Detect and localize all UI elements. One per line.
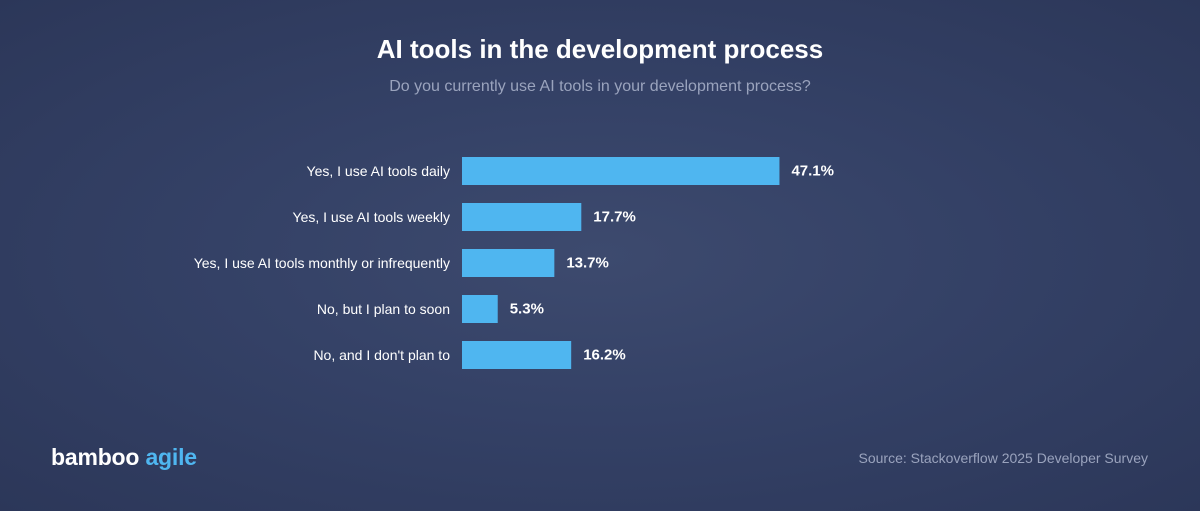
value-label: 16.2% bbox=[583, 347, 626, 364]
category-label: Yes, I use AI tools monthly or infrequen… bbox=[194, 255, 450, 271]
logo-text-agile: agile bbox=[145, 444, 197, 470]
value-label: 17.7% bbox=[593, 209, 636, 226]
category-label: No, and I don't plan to bbox=[313, 347, 450, 363]
bar bbox=[462, 341, 572, 369]
category-label: Yes, I use AI tools daily bbox=[307, 163, 450, 179]
bar bbox=[462, 203, 582, 231]
chart-subtitle: Do you currently use AI tools in your de… bbox=[389, 78, 811, 95]
value-label: 47.1% bbox=[791, 163, 834, 180]
chart-title: AI tools in the development process bbox=[376, 34, 824, 64]
value-label: 13.7% bbox=[566, 255, 609, 272]
logo-text-bamboo: bamboo bbox=[51, 444, 140, 470]
category-label: Yes, I use AI tools weekly bbox=[293, 209, 450, 225]
source-note: Source: Stackoverflow 2025 Developer Sur… bbox=[858, 450, 1148, 466]
value-label: 5.3% bbox=[510, 301, 544, 318]
bar bbox=[462, 157, 780, 185]
category-label: No, but I plan to soon bbox=[317, 301, 450, 317]
bar bbox=[462, 295, 498, 323]
bar bbox=[462, 249, 555, 277]
brand-logo: bamboo agile bbox=[51, 444, 197, 471]
